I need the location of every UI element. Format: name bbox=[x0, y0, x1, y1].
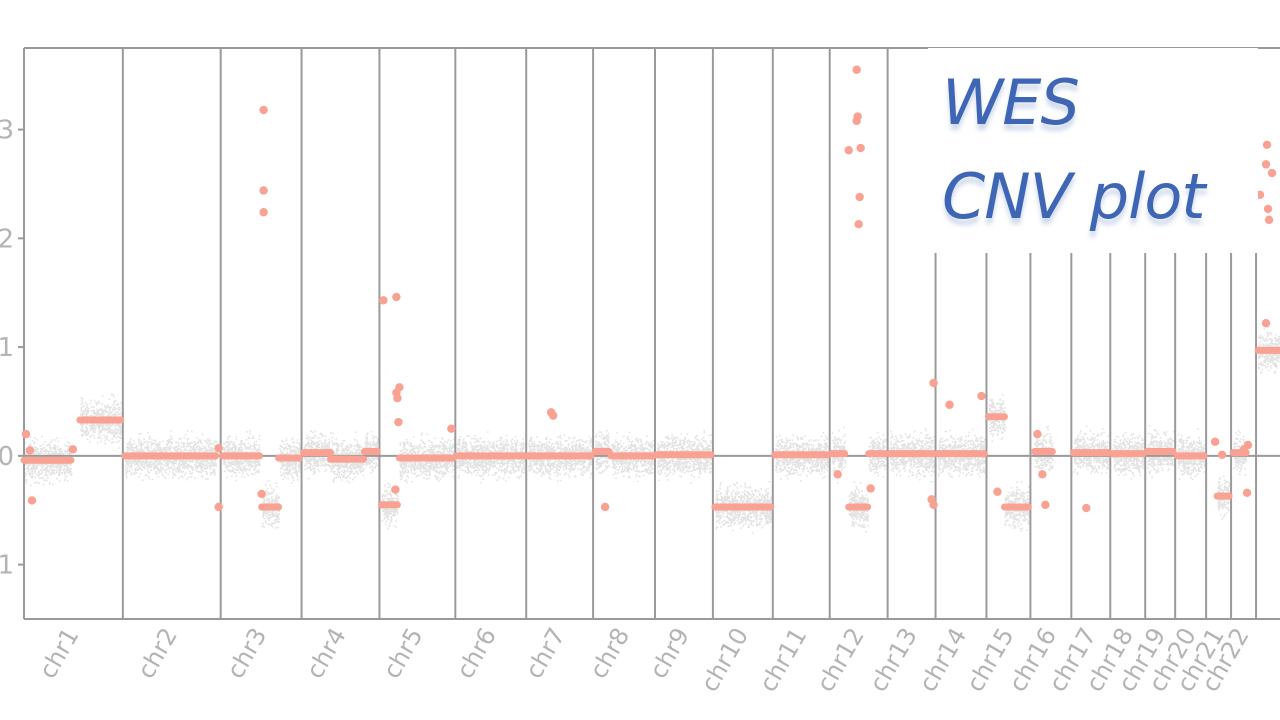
segments-layer bbox=[20, 346, 1280, 511]
cnv-outlier-point bbox=[447, 424, 456, 433]
cnv-outlier-point bbox=[1242, 488, 1252, 498]
x-tick-label: chr13 bbox=[864, 623, 923, 697]
cnv-outlier-point bbox=[259, 105, 268, 115]
cnv-outlier-point bbox=[391, 485, 400, 494]
cnv-outlier-point bbox=[259, 186, 268, 195]
cnv-outlier-point bbox=[1210, 437, 1220, 446]
cnv-outlier-point bbox=[993, 487, 1002, 496]
y-tick-label: 0 bbox=[0, 442, 14, 472]
x-tick-label: chr3 bbox=[221, 623, 272, 683]
cnv-outlier-point bbox=[600, 502, 610, 512]
cnv-outlier-point bbox=[68, 445, 78, 454]
cnv-outlier-point bbox=[394, 417, 403, 427]
x-tick-label: chr14 bbox=[914, 623, 973, 697]
cnv-outlier-point bbox=[1082, 503, 1091, 513]
cnv-outlier-point bbox=[833, 470, 842, 479]
cnv-outlier-point bbox=[1239, 445, 1249, 454]
chart-title-line-2: CNV plot bbox=[942, 160, 1206, 233]
cnv-outlier-point bbox=[929, 378, 938, 388]
cnv-outlier-point bbox=[856, 143, 865, 153]
cnv-outlier-point bbox=[393, 394, 402, 403]
cnv-outlier-point bbox=[548, 411, 558, 420]
cnv-outlier-point bbox=[392, 292, 401, 302]
cnv-outlier-point bbox=[855, 192, 864, 202]
outliers-layer bbox=[21, 65, 1277, 513]
cnv-outlier-point bbox=[1261, 318, 1271, 328]
cnv-outlier-point bbox=[1033, 429, 1042, 439]
axes-layer bbox=[18, 47, 1280, 620]
cnv-outlier-point bbox=[854, 219, 863, 229]
x-tick-label: chr4 bbox=[301, 623, 352, 683]
raw-points-layer bbox=[24, 324, 1280, 534]
cnv-outlier-point bbox=[214, 502, 223, 512]
x-tick-label: chr10 bbox=[695, 623, 754, 697]
y-tick-label: 1 bbox=[0, 333, 14, 363]
cnv-outlier-point bbox=[1262, 140, 1272, 149]
x-tick-label: chr5 bbox=[378, 623, 429, 683]
x-tick-label: chr7 bbox=[520, 623, 571, 683]
cnv-outlier-point bbox=[1263, 204, 1273, 214]
x-tick-label: chr12 bbox=[811, 623, 870, 697]
cnv-outlier-point bbox=[1264, 215, 1274, 225]
cnv-outlier-point bbox=[853, 112, 862, 121]
x-tick-label: chr9 bbox=[644, 623, 695, 683]
cnv-outlier-point bbox=[844, 146, 853, 155]
cnv-outlier-point bbox=[379, 296, 388, 305]
cnv-outlier-point bbox=[25, 446, 35, 455]
raw-points bbox=[24, 324, 1280, 534]
x-tick-label: chr11 bbox=[754, 623, 813, 697]
cnv-outlier-point bbox=[259, 208, 268, 217]
x-tick-label: chr2 bbox=[132, 623, 183, 683]
cnv-outlier-point bbox=[1267, 168, 1277, 178]
cnv-outlier-point bbox=[1261, 160, 1271, 169]
x-tick-label: chr8 bbox=[584, 623, 635, 683]
cnv-outlier-point bbox=[395, 383, 404, 392]
chart-title-line-1: WES bbox=[942, 66, 1080, 139]
y-tick-label: 2 bbox=[0, 224, 14, 254]
cnv-outlier-point bbox=[1217, 450, 1227, 459]
cnv-outlier-point bbox=[866, 484, 875, 493]
cnv-outlier-point bbox=[1038, 470, 1047, 479]
chart-title-box: WES CNV plot bbox=[928, 48, 1258, 253]
cnv-outlier-point bbox=[852, 65, 861, 74]
y-tick-label: 3 bbox=[0, 116, 14, 146]
cnv-outlier-point bbox=[214, 444, 223, 453]
cnv-outlier-point bbox=[257, 489, 266, 499]
cnv-outlier-point bbox=[929, 500, 938, 509]
cnv-outlier-point bbox=[27, 496, 37, 505]
cnv-outlier-point bbox=[21, 429, 31, 439]
y-tick-label: 1 bbox=[0, 551, 14, 581]
cnv-outlier-point bbox=[977, 391, 986, 401]
x-tick-label: chr6 bbox=[451, 623, 502, 683]
cnv-outlier-point bbox=[945, 400, 954, 409]
x-tick-label: chr1 bbox=[34, 623, 85, 683]
cnv-outlier-point bbox=[1041, 500, 1050, 509]
